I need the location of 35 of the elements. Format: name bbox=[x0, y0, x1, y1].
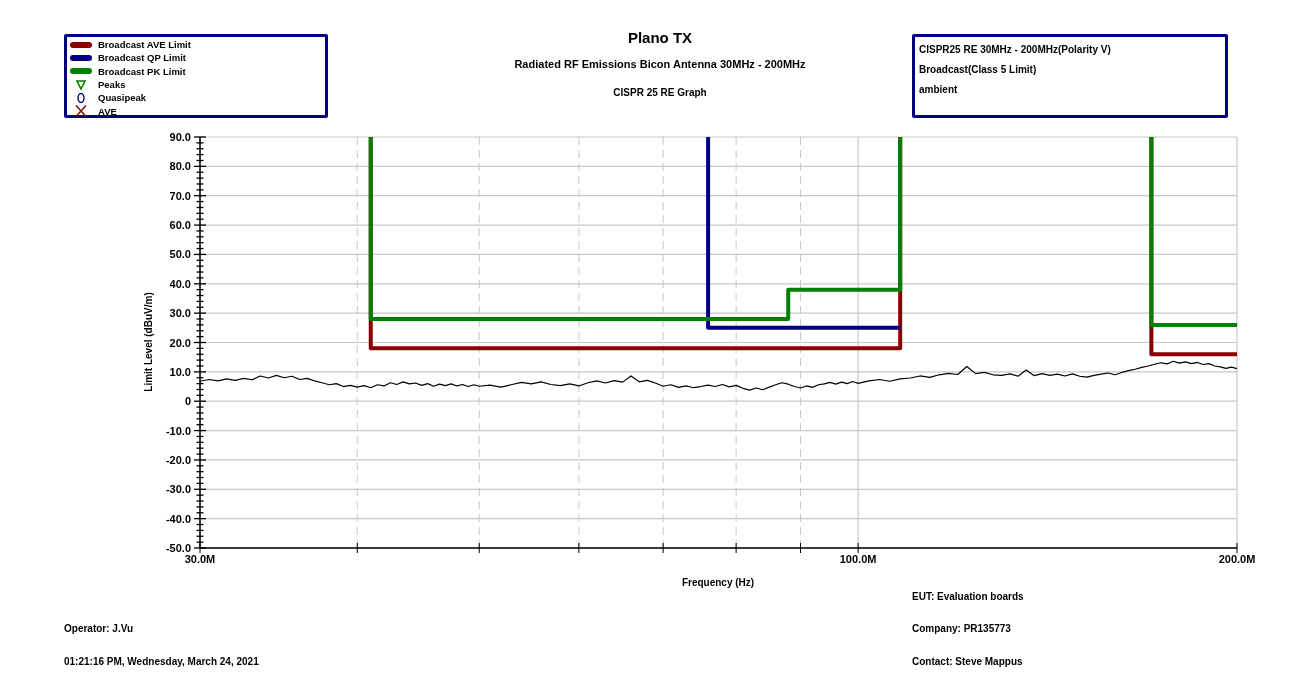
info-panel: CISPR25 RE 30MHz - 200MHz(Polarity V) Broadcast(Class 5 Limit) ambient bbox=[912, 34, 1228, 118]
y-tick-label: -30.0 bbox=[165, 483, 191, 496]
legend-label: Broadcast AVE Limit bbox=[98, 39, 191, 51]
y-tick-label: -10.0 bbox=[165, 424, 191, 437]
legend-label: Peaks bbox=[98, 79, 126, 91]
text: 01:21:16 PM, Wednesday, March 24, 2021 bbox=[64, 655, 259, 668]
y-tick-label: 50.0 bbox=[169, 248, 191, 261]
y-tick-label: 40.0 bbox=[169, 277, 191, 290]
y-axis-title: Limit Level (dBuV/m) bbox=[141, 292, 155, 392]
y-tick-label: -20.0 bbox=[165, 453, 191, 466]
text: Company: PR135773 bbox=[912, 622, 1011, 635]
legend-label: Broadcast PK Limit bbox=[98, 65, 186, 77]
legend-label: Broadcast QP Limit bbox=[98, 52, 186, 64]
text: Operator: J.Vu bbox=[64, 622, 134, 635]
x-axis-title: Frequency (Hz) bbox=[681, 576, 755, 589]
y-tick-label: 70.0 bbox=[169, 189, 191, 202]
legend-label: AVE bbox=[98, 105, 117, 117]
x-tick-label: 30.0M bbox=[184, 553, 216, 565]
y-tick-label: 60.0 bbox=[169, 219, 191, 232]
legend-label: Quasipeak bbox=[98, 92, 147, 104]
y-tick-label: 80.0 bbox=[169, 160, 191, 173]
x-tick-label: 100.0M bbox=[839, 553, 877, 565]
y-tick-label: 10.0 bbox=[169, 365, 191, 378]
chart-subtitle: Radiated RF Emissions Bicon Antenna 30MHz - 200MHz bbox=[514, 58, 806, 71]
y-tick-label: -50.0 bbox=[165, 542, 191, 554]
y-tick-label: 20.0 bbox=[169, 336, 191, 349]
chart-title: Plano TX bbox=[627, 29, 693, 46]
text: CISPR 25 RE Graph bbox=[613, 86, 707, 99]
y-tick-label: -40.0 bbox=[165, 512, 191, 525]
x-tick-label: 200.0M bbox=[1218, 553, 1256, 565]
y-tick-label: 0 bbox=[184, 395, 191, 408]
y-tick-label: 30.0 bbox=[169, 307, 191, 320]
text: Contact: Steve Mappus bbox=[912, 655, 1023, 668]
text: EUT: Evaluation boards bbox=[912, 590, 1024, 603]
y-tick-label: 90.0 bbox=[169, 131, 191, 143]
